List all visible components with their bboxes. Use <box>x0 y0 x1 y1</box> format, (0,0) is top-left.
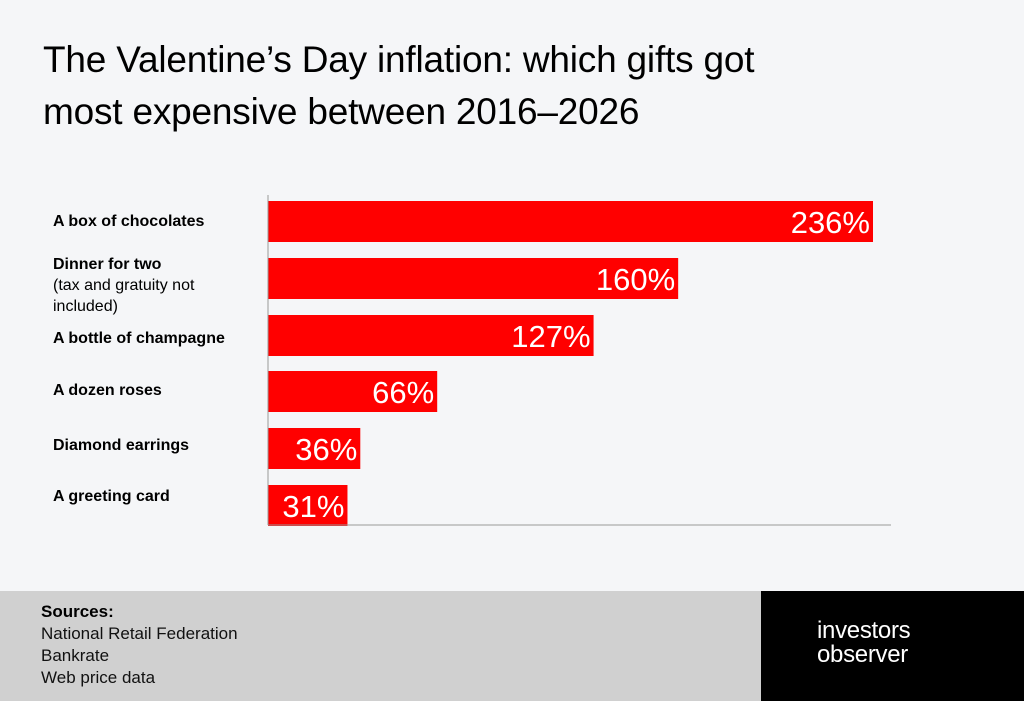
bar <box>268 201 873 242</box>
chart-title-line-2: most expensive between 2016–2026 <box>43 91 640 132</box>
bar-value-label: 127% <box>511 319 590 354</box>
bar-chart: 236% 160%127% 66% 36% 31% <box>267 195 891 526</box>
category-label-roses: A dozen roses <box>53 380 258 401</box>
category-label-text: A box of chocolates <box>53 213 205 230</box>
logo-line-1: investors <box>817 617 911 644</box>
bar <box>268 258 679 299</box>
category-label-dinner: Dinner for two (tax and gratuity not inc… <box>53 254 258 317</box>
logo-panel: investors observer <box>761 591 1024 701</box>
category-label-champagne: A bottle of champagne <box>53 328 258 349</box>
category-label-text: A greeting card <box>53 488 170 505</box>
category-label-card: A greeting card <box>53 486 258 507</box>
category-label-text: A dozen roses <box>53 382 162 399</box>
sources-panel: Sources: National Retail Federation Bank… <box>0 591 761 701</box>
source-item: Web price data <box>41 668 156 687</box>
bar <box>268 371 438 412</box>
category-label-text: A bottle of champagne <box>53 330 225 347</box>
sources-title: Sources: <box>41 602 114 621</box>
source-item: National Retail Federation <box>41 624 238 643</box>
logo-line-2: observer <box>817 641 908 668</box>
bar-value-label: 31% <box>282 489 344 524</box>
bar-value-label: 160% <box>596 262 675 297</box>
bar-value-label: 66% <box>372 375 434 410</box>
category-label-chocolates: A box of chocolates <box>53 211 258 232</box>
chart-title: The Valentine’s Day inflation: which gif… <box>43 34 943 138</box>
category-label-earrings: Diamond earrings <box>53 435 258 456</box>
category-sublabel-text: (tax and gratuity not included) <box>53 277 195 315</box>
bar <box>268 485 348 526</box>
investors-observer-logo: investors observer <box>817 617 911 668</box>
bar <box>268 428 361 469</box>
source-item: Bankrate <box>41 646 110 665</box>
category-label-text: Diamond earrings <box>53 437 190 454</box>
category-label-text: Dinner for two <box>53 256 162 273</box>
bar-value-label: 236% <box>791 205 870 240</box>
bar <box>268 315 594 356</box>
chart-title-line-1: The Valentine’s Day inflation: which gif… <box>43 39 755 80</box>
bar-value-label: 36% <box>295 432 357 467</box>
